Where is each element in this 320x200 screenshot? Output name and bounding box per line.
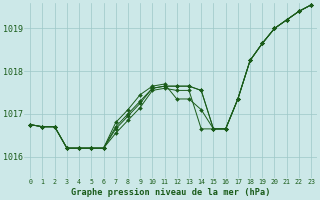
X-axis label: Graphe pression niveau de la mer (hPa): Graphe pression niveau de la mer (hPa)	[71, 188, 270, 197]
